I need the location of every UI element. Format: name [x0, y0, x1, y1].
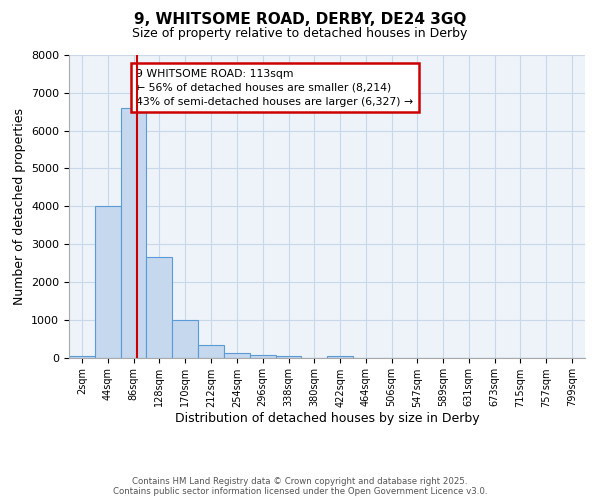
Bar [328, 356, 353, 358]
Text: Contains HM Land Registry data © Crown copyright and database right 2025.
Contai: Contains HM Land Registry data © Crown c… [113, 476, 487, 496]
Text: 9, WHITSOME ROAD, DERBY, DE24 3GQ: 9, WHITSOME ROAD, DERBY, DE24 3GQ [134, 12, 466, 27]
Bar [198, 344, 224, 358]
Text: Size of property relative to detached houses in Derby: Size of property relative to detached ho… [133, 28, 467, 40]
Bar [95, 206, 121, 358]
Bar [172, 320, 198, 358]
Text: 9 WHITSOME ROAD: 113sqm
← 56% of detached houses are smaller (8,214)
43% of semi: 9 WHITSOME ROAD: 113sqm ← 56% of detache… [136, 68, 413, 106]
X-axis label: Distribution of detached houses by size in Derby: Distribution of detached houses by size … [175, 412, 479, 426]
Bar [146, 258, 172, 358]
Bar [69, 356, 95, 358]
Bar [275, 356, 301, 358]
Y-axis label: Number of detached properties: Number of detached properties [13, 108, 26, 304]
Bar [224, 352, 250, 358]
Bar [250, 355, 275, 358]
Bar [121, 108, 146, 358]
